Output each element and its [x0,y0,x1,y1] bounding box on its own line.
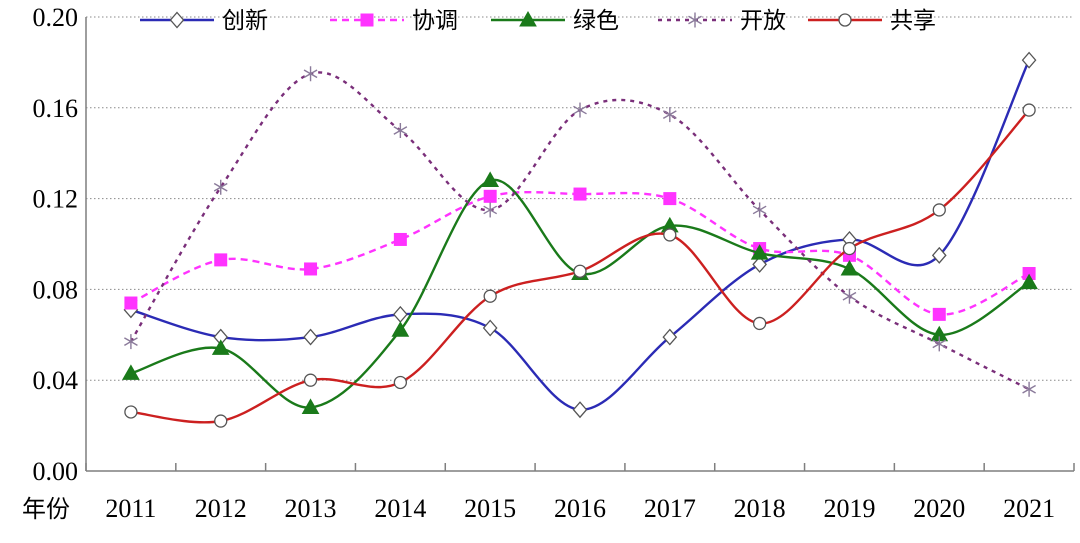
legend-marker [171,13,184,28]
legend-marker [361,14,373,26]
data-point-开放 [124,334,137,349]
y-tick-label: 0.16 [33,94,79,123]
x-tick-label: 2013 [285,494,337,523]
data-point-开放 [663,107,676,122]
legend-marker [688,13,701,28]
legend-marker [839,14,851,26]
data-point-创新 [394,307,407,322]
data-point-开放 [484,202,497,217]
data-point-共享 [484,290,496,302]
series-line-绿色 [131,180,1029,408]
x-tick-label: 2011 [105,494,156,523]
data-point-创新 [1023,53,1036,68]
series-line-协调 [131,192,1029,314]
data-point-协调 [394,233,406,245]
data-point-开放 [1023,382,1036,397]
data-point-共享 [215,415,227,427]
data-point-创新 [574,402,587,417]
data-point-协调 [215,254,227,266]
x-tick-label: 2020 [913,494,965,523]
line-chart: 0.00 0.04 0.08 0.12 0.16 0.20 2011 2012 2013 2014… [0,0,1080,543]
x-tick-label: 2018 [734,494,786,523]
data-point-协调 [933,308,945,320]
data-point-协调 [125,297,137,309]
x-tick-label: 2021 [1003,494,1055,523]
y-tick-label: 0.20 [33,3,79,32]
x-tick-label: 2012 [195,494,247,523]
data-point-共享 [664,229,676,241]
data-point-绿色 [841,261,857,275]
y-tick-label: 0.00 [33,457,79,486]
x-tick-label: 2015 [464,494,516,523]
data-point-创新 [484,320,497,335]
data-point-创新 [304,330,317,345]
data-point-开放 [573,103,586,118]
data-point-协调 [574,188,586,200]
series-lines [123,53,1037,427]
y-tick-label: 0.08 [33,275,79,304]
y-tick-label: 0.04 [33,366,79,395]
x-tick-label: 2014 [374,494,426,523]
data-point-共享 [125,406,137,418]
data-point-共享 [843,243,855,255]
legend-label: 协调 [412,8,458,34]
data-point-开放 [304,66,317,81]
data-point-协调 [305,263,317,275]
data-point-共享 [394,376,406,388]
data-point-共享 [754,317,766,329]
legend-label: 共享 [890,8,936,34]
legend-label: 创新 [222,8,268,34]
chart-container: 0.00 0.04 0.08 0.12 0.16 0.20 2011 2012 2013 2014… [0,0,1080,543]
legend-label: 开放 [740,8,786,34]
axes: 0.00 0.04 0.08 0.12 0.16 0.20 2011 2012 2013 2014… [33,3,1075,523]
x-tick-label: 2017 [644,494,696,523]
data-point-共享 [574,265,586,277]
data-point-共享 [933,204,945,216]
data-point-协调 [484,190,496,202]
x-tick-label: 2019 [823,494,875,523]
x-tick-label: 2016 [554,494,606,523]
legend-label: 绿色 [573,8,619,34]
y-tick-label: 0.12 [33,185,79,214]
x-axis-title: 年份 [22,495,70,523]
data-point-协调 [664,193,676,205]
legend: 创新 协调 绿色 开放 共享 [140,8,936,34]
data-point-共享 [1023,104,1035,116]
data-point-开放 [843,289,856,304]
data-point-共享 [305,374,317,386]
